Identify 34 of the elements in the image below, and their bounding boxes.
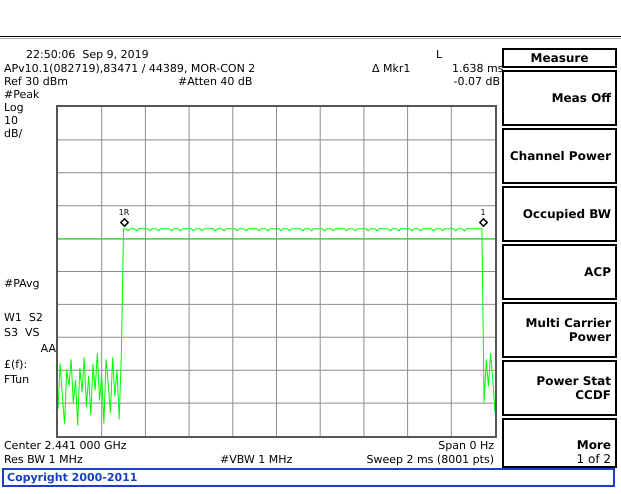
text: Channel Power	[502, 128, 617, 184]
text: Copyright 2000-2011	[2, 468, 615, 487]
text: Log	[4, 101, 24, 114]
text: -0.07 dB	[452, 75, 500, 88]
text: AA	[40, 342, 56, 355]
text: Multi Carrier Power	[502, 302, 617, 358]
text: 1.638 ms	[452, 62, 504, 75]
text: Sweep 2 ms (8001 pts)	[365, 453, 494, 466]
text: 10	[4, 114, 18, 127]
text: Power Stat CCDF	[502, 360, 617, 416]
text: #VBW 1 MHz	[220, 453, 292, 466]
text: #Peak	[4, 88, 40, 101]
text: Occupied BW	[502, 186, 617, 242]
text: £(f):	[4, 358, 28, 371]
text: 1 of 2	[576, 452, 611, 466]
text: APv10.1(082719),83471 / 44389, MOR-CON 2	[4, 62, 256, 75]
text: 1	[479, 208, 487, 219]
text: ACP	[502, 244, 617, 300]
text: Span 0 Hz	[437, 439, 494, 452]
text: Center 2.441 000 GHz	[4, 439, 127, 452]
text: Res BW 1 MHz	[4, 453, 83, 466]
text: #PAvg	[4, 277, 40, 290]
text: FTun	[4, 373, 30, 386]
text: dB/	[4, 127, 22, 140]
text: Meas Off	[502, 70, 617, 126]
text: 1R	[118, 208, 130, 219]
text: 22:50:06 Sep 9, 2019	[26, 48, 149, 61]
text: Δ Mkr1	[372, 62, 410, 75]
text: Measure	[502, 48, 617, 68]
text: W1 S2	[4, 311, 43, 324]
text: S3 VS	[4, 326, 40, 339]
text: #Atten 40 dB	[178, 75, 252, 88]
text: L	[436, 48, 442, 61]
text: Ref 30 dBm	[4, 75, 68, 88]
